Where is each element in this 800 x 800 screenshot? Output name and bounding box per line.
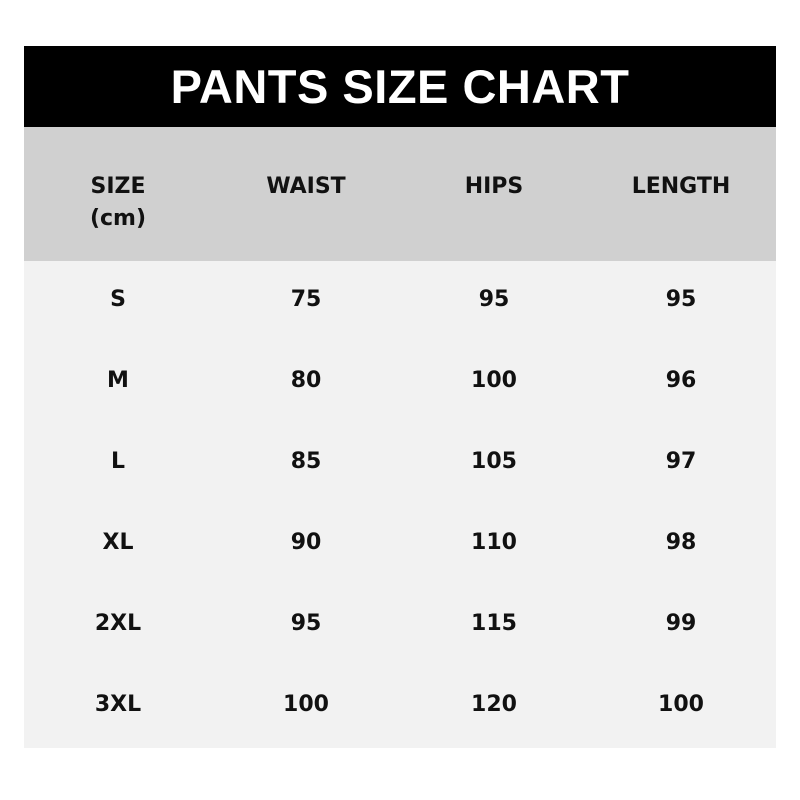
value-cell: 95 <box>290 611 322 636</box>
value-cell: 90 <box>290 530 322 555</box>
value-cell: 96 <box>665 368 697 393</box>
column-header: HIPS <box>404 171 584 203</box>
value-cell: 100 <box>471 368 517 393</box>
value-cell: 95 <box>665 287 697 312</box>
size-cell: 2XL <box>94 611 142 636</box>
column-header-line: LENGTH <box>631 174 731 199</box>
table-body: S 75 95 95 M 80 100 96 L 85 105 97 XL 90 110 98 2XL 95 115… <box>24 261 776 748</box>
value-cell: 98 <box>665 530 697 555</box>
size-cell: L <box>110 449 126 474</box>
column-header-line: SIZE <box>90 174 146 199</box>
column-header-line: (cm) <box>89 206 147 231</box>
value-cell: 80 <box>290 368 322 393</box>
size-cell: S <box>110 287 126 312</box>
value-cell: 100 <box>283 692 329 717</box>
value-cell: 97 <box>665 449 697 474</box>
value-cell: 95 <box>478 287 510 312</box>
column-header-line: HIPS <box>464 174 524 199</box>
size-cell: XL <box>102 530 134 555</box>
table-header-row: SIZE (cm) WAIST HIPS LENGTH <box>24 127 776 261</box>
value-cell: 85 <box>290 449 322 474</box>
column-header: WAIST <box>216 171 396 203</box>
column-header: SIZE (cm) <box>28 171 208 235</box>
column-header-line: WAIST <box>266 174 346 199</box>
column-header: LENGTH <box>591 171 771 203</box>
value-cell: 75 <box>290 287 322 312</box>
value-cell: 105 <box>471 449 517 474</box>
value-cell: 120 <box>471 692 517 717</box>
size-cell: M <box>107 368 129 393</box>
value-cell: 99 <box>665 611 697 636</box>
value-cell: 115 <box>471 611 517 636</box>
value-cell: 100 <box>658 692 704 717</box>
value-cell: 110 <box>471 530 517 555</box>
size-cell: 3XL <box>94 692 142 717</box>
chart-title: PANTS SIZE CHART <box>24 46 776 127</box>
